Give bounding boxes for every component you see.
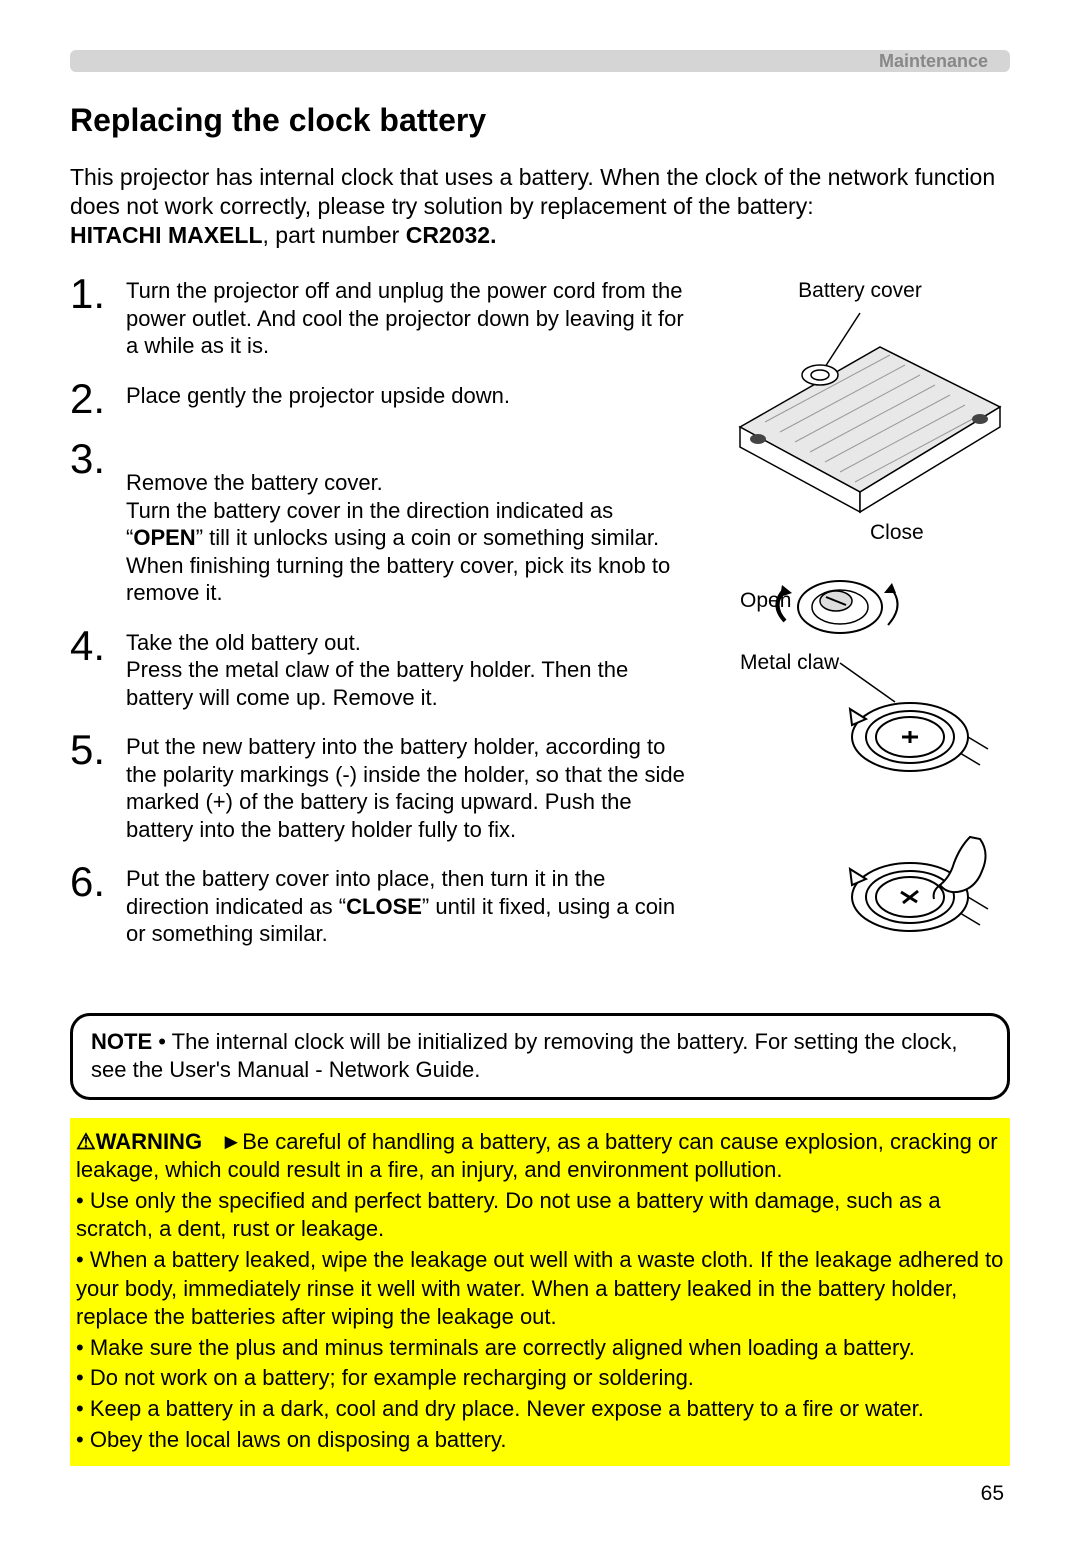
steps-list: Turn the projector off and unplug the po… — [70, 273, 690, 948]
warning-label: WARNING — [96, 1129, 202, 1154]
note-label: NOTE — [91, 1029, 152, 1054]
intro-text: This projector has internal clock that u… — [70, 164, 995, 219]
page: Maintenance Replacing the clock battery … — [0, 0, 1080, 1546]
warning-bullet-4: • Do not work on a battery; for example … — [76, 1364, 1004, 1393]
figure-column: Battery cover — [710, 273, 1010, 987]
step-1: Turn the projector off and unplug the po… — [70, 273, 690, 360]
intro-paragraph: This projector has internal clock that u… — [70, 163, 1010, 249]
intro-brand: HITACHI MAXELL — [70, 222, 263, 248]
warning-bullet-5: • Keep a battery in a dark, cool and dry… — [76, 1395, 1004, 1424]
note-text: • The internal clock will be initialized… — [91, 1029, 958, 1082]
step-2: Place gently the projector upside down. — [70, 378, 690, 420]
content-row: Turn the projector off and unplug the po… — [70, 273, 1010, 987]
warning-bullet-2: • When a battery leaked, wipe the leakag… — [76, 1246, 1004, 1332]
figure-label-close: Close — [870, 521, 924, 544]
figure-label-battery-cover: Battery cover — [710, 279, 1010, 303]
warning-triangle-icon: ⚠ — [76, 1129, 96, 1154]
step-5: Put the new battery into the battery hol… — [70, 729, 690, 843]
warning-bullet-3: • Make sure the plus and minus terminals… — [76, 1334, 1004, 1363]
intro-part-number: CR2032. — [406, 222, 497, 248]
intro-part-label: , part number — [263, 222, 406, 248]
page-number: 65 — [70, 1482, 1010, 1506]
step-6: Put the battery cover into place, then t… — [70, 861, 690, 948]
step-4: Take the old battery out. Press the meta… — [70, 625, 690, 712]
warning-lead-text: Be careful of handling a battery, as a b… — [76, 1129, 998, 1183]
step-1-text: Turn the projector off and unplug the po… — [126, 273, 690, 360]
step-5-text: Put the new battery into the battery hol… — [126, 729, 690, 843]
warning-lead: ⚠WARNING ►Be careful of handling a batte… — [76, 1128, 1004, 1185]
warning-bullet-6: • Obey the local laws on disposing a bat… — [76, 1426, 1004, 1455]
step-3-text: Remove the battery cover. Turn the batte… — [126, 438, 690, 607]
step-4-text: Take the old battery out. Press the meta… — [126, 625, 690, 712]
warning-box: ⚠WARNING ►Be careful of handling a batte… — [70, 1118, 1010, 1467]
warning-arrow-icon: ► — [220, 1129, 242, 1154]
step-3: Remove the battery cover. Turn the batte… — [70, 438, 690, 607]
page-title: Replacing the clock battery — [70, 102, 1010, 139]
header-bar: Maintenance — [70, 50, 1010, 72]
step-6-text: Put the battery cover into place, then t… — [126, 861, 690, 948]
step-2-text: Place gently the projector upside down. — [126, 378, 510, 420]
figure-label-metal-claw: Metal claw — [740, 651, 840, 674]
steps-column: Turn the projector off and unplug the po… — [70, 273, 690, 987]
note-box: NOTE • The internal clock will be initia… — [70, 1013, 1010, 1099]
breadcrumb: Maintenance — [879, 51, 988, 72]
figure-label-open: Open — [740, 589, 791, 612]
warning-bullet-1: • Use only the specified and perfect bat… — [76, 1187, 1004, 1244]
figure-illustration: Close Open Metal claw — [710, 307, 1010, 987]
